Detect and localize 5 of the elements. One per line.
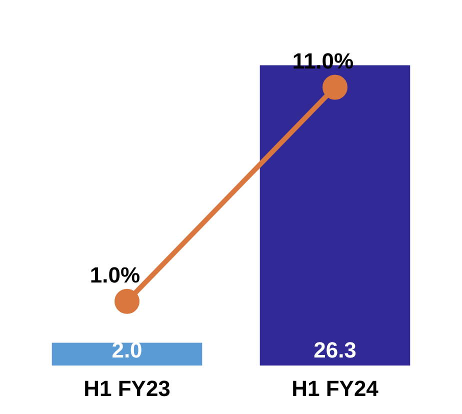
- x-tick-label: H1 FY24: [292, 376, 380, 401]
- data-label: 26.3: [314, 338, 356, 363]
- x-tick-label: H1 FY23: [84, 376, 170, 401]
- data-label: 2.0: [112, 338, 142, 363]
- data-label: 1.0%: [90, 262, 140, 288]
